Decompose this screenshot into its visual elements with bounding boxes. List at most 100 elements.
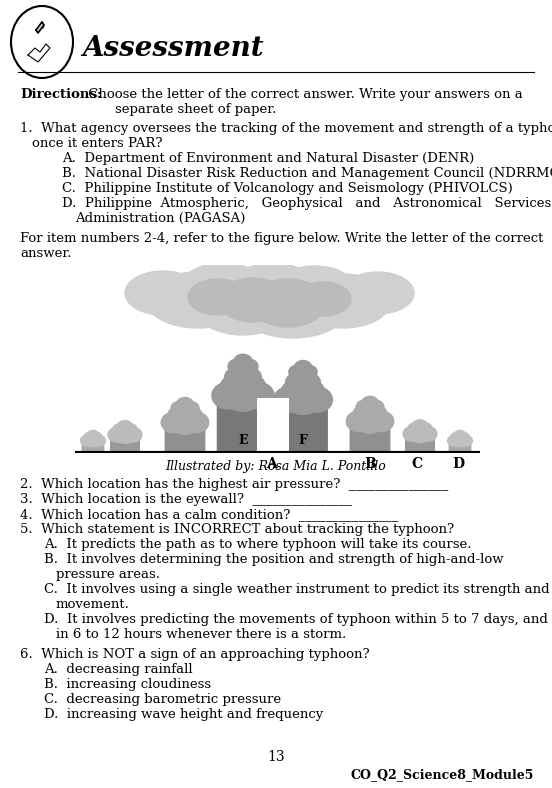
Text: A.  It predicts the path as to where typhoon will take its course.: A. It predicts the path as to where typh…	[44, 538, 471, 551]
FancyBboxPatch shape	[405, 435, 435, 455]
Ellipse shape	[181, 263, 265, 311]
Ellipse shape	[185, 412, 209, 433]
Ellipse shape	[169, 407, 201, 434]
FancyBboxPatch shape	[257, 398, 289, 453]
Text: For item numbers 2-4, refer to the figure below. Write the letter of the correct: For item numbers 2-4, refer to the figur…	[20, 232, 543, 245]
Ellipse shape	[243, 382, 274, 409]
Text: B.  National Disaster Risk Reduction and Management Council (NDRRMC): B. National Disaster Risk Reduction and …	[62, 167, 552, 180]
Ellipse shape	[231, 362, 254, 382]
Ellipse shape	[241, 368, 261, 385]
Ellipse shape	[301, 366, 317, 379]
Ellipse shape	[452, 433, 468, 447]
Ellipse shape	[161, 412, 185, 433]
Ellipse shape	[235, 263, 311, 303]
Ellipse shape	[448, 435, 460, 446]
Text: E: E	[238, 434, 248, 447]
FancyBboxPatch shape	[349, 423, 390, 455]
Ellipse shape	[283, 381, 323, 414]
Text: separate sheet of paper.: separate sheet of paper.	[115, 103, 277, 116]
Ellipse shape	[93, 435, 105, 446]
Ellipse shape	[354, 406, 386, 433]
Ellipse shape	[125, 428, 142, 442]
Ellipse shape	[81, 435, 93, 446]
Ellipse shape	[218, 278, 288, 322]
Text: C.  decreasing barometric pressure: C. decreasing barometric pressure	[44, 693, 281, 706]
Text: F: F	[299, 434, 307, 447]
Text: A: A	[266, 457, 277, 471]
Ellipse shape	[289, 366, 305, 379]
Ellipse shape	[92, 433, 102, 441]
FancyBboxPatch shape	[278, 402, 328, 455]
Text: 2.  Which location has the highest air pressure?  _______________: 2. Which location has the highest air pr…	[20, 478, 448, 491]
Ellipse shape	[346, 411, 370, 432]
Ellipse shape	[300, 381, 324, 401]
Ellipse shape	[403, 427, 420, 441]
Ellipse shape	[370, 411, 394, 432]
Ellipse shape	[275, 266, 355, 312]
Text: A.  Department of Environment and Natural Disaster (DENR): A. Department of Environment and Natural…	[62, 152, 474, 165]
Text: C.  It involves using a single weather instrument to predict its strength and: C. It involves using a single weather in…	[44, 583, 550, 596]
Ellipse shape	[171, 402, 187, 414]
Text: D: D	[452, 457, 464, 471]
Ellipse shape	[240, 376, 266, 397]
Text: once it enters PAR?: once it enters PAR?	[32, 137, 162, 150]
Ellipse shape	[250, 279, 326, 327]
Ellipse shape	[238, 278, 348, 338]
Ellipse shape	[286, 374, 305, 390]
Ellipse shape	[294, 360, 312, 376]
Ellipse shape	[225, 368, 245, 385]
Text: B.  It involves determining the position and strength of high-and-low: B. It involves determining the position …	[44, 553, 503, 566]
Ellipse shape	[418, 423, 432, 435]
Ellipse shape	[108, 428, 125, 442]
Ellipse shape	[221, 376, 246, 397]
FancyBboxPatch shape	[110, 436, 140, 455]
Text: 6.  Which is NOT a sign of an approaching typhoon?: 6. Which is NOT a sign of an approaching…	[20, 648, 370, 661]
Text: C: C	[411, 457, 423, 471]
FancyBboxPatch shape	[82, 440, 104, 455]
Text: D.  increasing wave height and frequency: D. increasing wave height and frequency	[44, 708, 323, 721]
Ellipse shape	[368, 406, 387, 422]
Text: C.  Philippine Institute of Volcanology and Seismology (PHIVOLCS): C. Philippine Institute of Volcanology a…	[62, 182, 513, 195]
Ellipse shape	[301, 374, 320, 390]
Text: Illustrated by: Rosa Mia L. Pontillo: Illustrated by: Rosa Mia L. Pontillo	[166, 460, 386, 473]
Ellipse shape	[408, 423, 421, 435]
Ellipse shape	[408, 423, 432, 443]
FancyBboxPatch shape	[164, 424, 205, 455]
Ellipse shape	[302, 387, 332, 412]
Ellipse shape	[176, 397, 194, 412]
Ellipse shape	[229, 370, 258, 395]
Text: Directions:: Directions:	[20, 88, 102, 101]
Ellipse shape	[282, 381, 305, 401]
Ellipse shape	[369, 400, 384, 414]
Ellipse shape	[420, 427, 437, 441]
Ellipse shape	[451, 433, 461, 441]
Text: B: B	[364, 457, 376, 471]
Ellipse shape	[289, 375, 317, 399]
Ellipse shape	[454, 430, 466, 440]
Text: answer.: answer.	[20, 247, 72, 260]
Ellipse shape	[228, 359, 245, 374]
Text: 3.  Which location is the eyewall?  _______________: 3. Which location is the eyewall? ______…	[20, 493, 352, 506]
Text: A.  decreasing rainfall: A. decreasing rainfall	[44, 663, 193, 676]
Ellipse shape	[84, 433, 94, 441]
Text: pressure areas.: pressure areas.	[56, 568, 160, 581]
Ellipse shape	[459, 433, 469, 441]
Text: movement.: movement.	[56, 598, 130, 611]
Ellipse shape	[412, 420, 428, 433]
Ellipse shape	[233, 354, 252, 370]
Ellipse shape	[183, 407, 202, 423]
Ellipse shape	[359, 401, 381, 421]
Ellipse shape	[356, 400, 371, 414]
Ellipse shape	[114, 424, 136, 444]
Text: D.  Philippine  Atmospheric,   Geophysical   and   Astronomical   Services: D. Philippine Atmospheric, Geophysical a…	[62, 197, 551, 210]
Ellipse shape	[84, 433, 102, 447]
Text: Choose the letter of the correct answer. Write your answers on a: Choose the letter of the correct answer.…	[84, 88, 523, 101]
FancyBboxPatch shape	[449, 440, 471, 455]
Ellipse shape	[125, 271, 201, 315]
Text: B.  increasing cloudiness: B. increasing cloudiness	[44, 678, 211, 691]
Ellipse shape	[460, 435, 473, 446]
Ellipse shape	[124, 424, 137, 436]
Text: CO_Q2_Science8_Module5: CO_Q2_Science8_Module5	[351, 768, 534, 781]
Ellipse shape	[113, 424, 126, 436]
Ellipse shape	[292, 369, 314, 387]
